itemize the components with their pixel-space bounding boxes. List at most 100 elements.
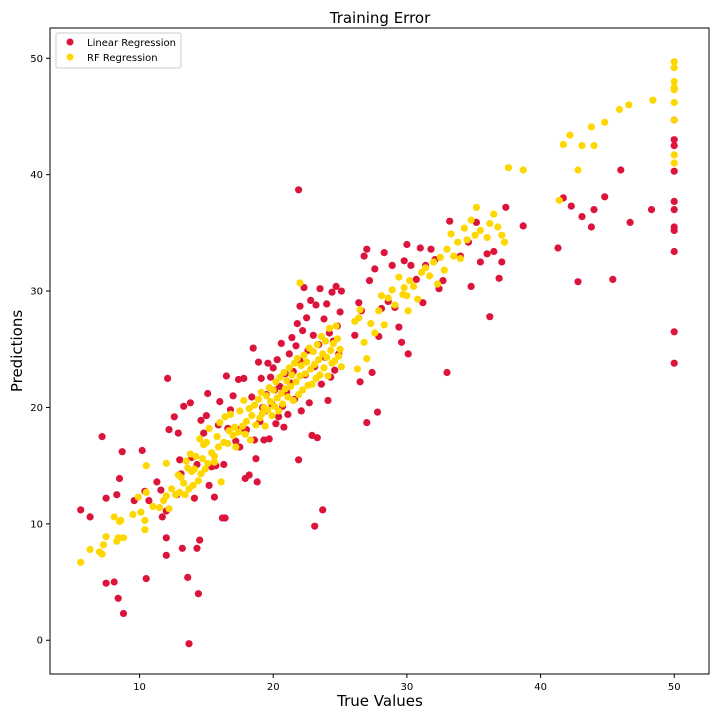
data-point [257, 388, 265, 396]
data-point [293, 355, 301, 363]
data-point [380, 249, 388, 257]
plot-frame [49, 27, 710, 675]
data-point [380, 321, 388, 329]
data-point [391, 301, 399, 309]
data-point [472, 203, 480, 211]
data-point [617, 166, 625, 174]
data-point [86, 545, 94, 554]
data-point [176, 456, 184, 464]
data-point [269, 364, 277, 372]
data-point [670, 359, 678, 367]
data-point [450, 252, 458, 260]
data-point [205, 481, 213, 489]
data-point [232, 443, 240, 451]
data-point [77, 558, 85, 566]
data-point [162, 459, 170, 467]
y-tick-label: 0 [37, 636, 43, 647]
data-point [110, 513, 118, 521]
data-point [373, 408, 382, 416]
data-point [578, 142, 586, 150]
data-point [217, 478, 225, 486]
data-point [165, 426, 173, 434]
data-point [567, 202, 575, 210]
data-point [297, 407, 305, 415]
data-point [467, 282, 475, 290]
y-axis: 0 10 20 30 40 50 [30, 54, 50, 647]
data-point [162, 551, 170, 559]
data-point [427, 245, 435, 253]
data-point [670, 247, 678, 256]
data-point [319, 506, 327, 514]
data-point [498, 231, 506, 239]
data-point [419, 299, 427, 307]
data-point [313, 341, 321, 349]
data-point [670, 159, 678, 167]
data-point [210, 493, 218, 501]
data-point [113, 491, 121, 499]
data-point [312, 301, 320, 309]
data-point [129, 510, 137, 519]
data-point [252, 421, 260, 429]
data-point [486, 219, 494, 228]
data-point [609, 275, 617, 283]
data-point [626, 218, 634, 226]
data-point [214, 443, 222, 451]
data-point [190, 465, 198, 473]
data-point [426, 272, 434, 280]
data-point [356, 306, 364, 314]
data-point [483, 233, 491, 242]
data-point [670, 142, 678, 150]
data-point [293, 320, 301, 328]
data-point [201, 465, 209, 473]
data-point [316, 371, 324, 379]
data-point [325, 324, 333, 332]
data-point [292, 378, 300, 386]
data-point [254, 395, 263, 403]
series-rf-regression [77, 58, 678, 566]
data-point [273, 394, 281, 402]
data-point [102, 579, 110, 587]
data-point [283, 377, 291, 385]
data-point [299, 386, 307, 394]
data-point [119, 609, 128, 618]
data-point [476, 258, 484, 266]
x-tick-label: 20 [267, 682, 280, 693]
data-point [190, 494, 198, 502]
data-point [253, 478, 261, 486]
data-point [115, 474, 124, 483]
data-point [267, 373, 275, 381]
data-point [276, 382, 284, 391]
data-point [194, 590, 202, 598]
data-point [202, 412, 210, 420]
data-point [305, 399, 313, 407]
data-point [162, 492, 170, 500]
data-point [403, 292, 411, 300]
data-point [321, 337, 329, 345]
data-point [142, 575, 150, 583]
data-point [174, 429, 182, 437]
data-point [331, 357, 339, 365]
data-point [236, 407, 244, 415]
data-point [280, 368, 288, 377]
data-point [204, 389, 212, 398]
data-point [232, 437, 240, 445]
data-point [320, 315, 328, 323]
data-point [141, 516, 149, 525]
data-point [284, 410, 292, 418]
data-point [288, 334, 296, 342]
data-point [102, 533, 110, 541]
data-point [578, 213, 586, 221]
data-point [670, 328, 678, 336]
data-point [273, 356, 281, 364]
data-point [213, 433, 221, 441]
data-point [196, 435, 204, 443]
data-point [498, 258, 506, 266]
x-axis-title: True Values [336, 692, 423, 710]
data-point [267, 398, 275, 406]
data-point [504, 164, 513, 172]
data-point [238, 422, 247, 430]
data-point [670, 64, 678, 72]
data-point [157, 486, 165, 494]
